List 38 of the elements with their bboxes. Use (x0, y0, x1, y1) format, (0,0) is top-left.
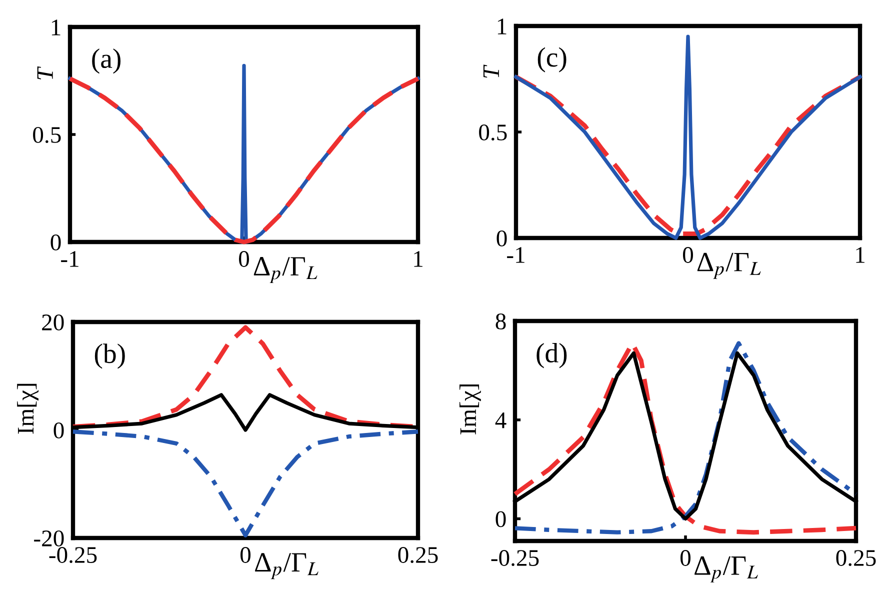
x-tick-label: 1 (856, 247, 864, 263)
y-tick-label: 0.5 (479, 124, 507, 141)
x-tick-label: -1 (507, 247, 524, 263)
line-series (70, 430, 420, 538)
x-axis-title: Δ$_{p}$/Γ$_{L}$ (255, 553, 318, 580)
annotation: (a) (92, 48, 120, 74)
line-series (514, 74, 862, 236)
y-tick-label: 0 (496, 511, 506, 528)
annotation: (d) (536, 343, 567, 368)
y-tick-label: 0 (54, 422, 64, 438)
x-axis-title: Δ$_{p}$/Γ$_{L}$ (694, 556, 758, 582)
y-tick-label: 0.5 (33, 126, 61, 144)
y-tick-label: 0 (496, 230, 507, 246)
annotation: (b) (94, 344, 125, 369)
y-tick-label: 1 (498, 18, 506, 34)
x-axis-title: Δ$_{p}$/Γ$_{L}$ (697, 252, 761, 279)
x-tick-label: 0 (680, 550, 691, 566)
y-axis-title: T (483, 64, 499, 78)
x-axis-title: Δ$_{p}$/Γ$_{L}$ (254, 257, 318, 284)
x-tick-label: -0.25 (491, 550, 539, 566)
annotation: (c) (538, 47, 566, 72)
y-tick-label: 8 (496, 313, 506, 330)
x-tick-label: 0.25 (836, 550, 876, 566)
y-tick-label: 1 (52, 20, 60, 36)
x-tick-label: -0.25 (49, 547, 97, 564)
x-tick-label: -1 (61, 251, 78, 267)
x-tick-label: 1 (414, 251, 422, 267)
x-tick-label: 0 (238, 251, 250, 267)
x-tick-label: 0 (240, 547, 251, 563)
y-axis-title: Im[χ] (17, 384, 38, 434)
x-tick-label: 0.25 (398, 547, 438, 564)
y-tick-label: -20 (34, 530, 64, 546)
y-tick-label: 20 (42, 314, 64, 330)
y-axis-title: Im[χ] (459, 384, 481, 434)
y-tick-label: 0 (50, 234, 61, 250)
x-tick-label: 0 (682, 247, 694, 263)
y-tick-label: 4 (495, 412, 506, 428)
y-axis-title: T (37, 66, 53, 80)
